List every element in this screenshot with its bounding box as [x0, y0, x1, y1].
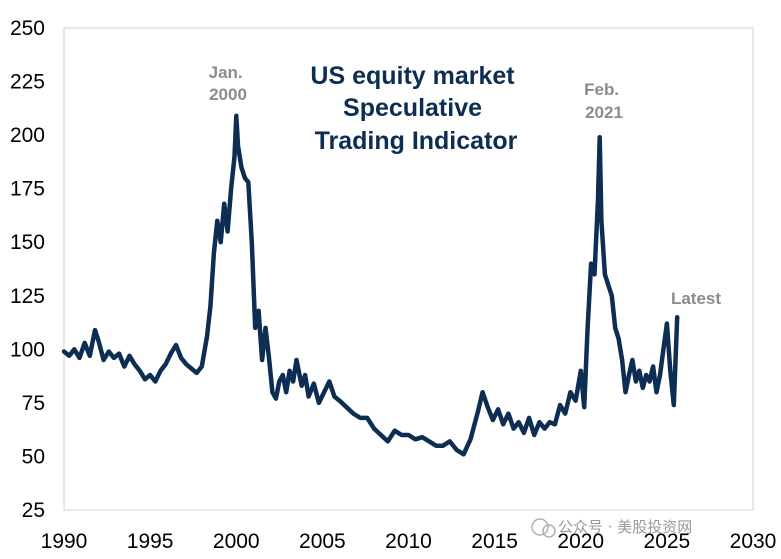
- y-tick-label: 175: [10, 178, 45, 201]
- x-tick-label: 2020: [557, 530, 604, 553]
- y-tick-label: 50: [22, 445, 45, 468]
- series-line: [61, 113, 680, 457]
- watermark: 公众号 · 美股投资网: [531, 518, 692, 538]
- y-tick-label: 100: [10, 338, 45, 361]
- wechat-icon-inner: [542, 524, 556, 538]
- x-tick-label: 2010: [385, 530, 432, 553]
- y-tick-label: 75: [22, 392, 45, 415]
- x-tick-label: 2005: [299, 530, 346, 553]
- chart-title: US equity market Speculative Trading Ind…: [310, 62, 521, 155]
- y-axis: 25 50 75 100 125 150 175 200 225 250: [10, 17, 45, 522]
- chart-title-line-1: US equity market: [310, 62, 515, 90]
- chart-title-line-3: Trading Indicator: [315, 127, 518, 155]
- annotation-feb-2021: Feb. 2021: [584, 80, 624, 122]
- wechat-icon: [531, 518, 549, 536]
- y-tick-label: 25: [22, 499, 45, 522]
- x-tick-label: 2015: [471, 530, 518, 553]
- x-tick-label: 1995: [127, 530, 174, 553]
- annotation-feb-2021-line-1: Feb.: [584, 80, 619, 99]
- annotation-jan-2000-line-1: Jan.: [209, 63, 243, 82]
- y-tick-label: 150: [10, 231, 45, 254]
- plot-frame: [63, 27, 754, 511]
- x-tick-label: 1990: [41, 530, 88, 553]
- x-tick-label: 2030: [730, 530, 777, 553]
- chart-title-line-2: Speculative: [343, 94, 482, 122]
- x-axis: 1990 1995 2000 2005 2010 2015 2020 2025 2030: [41, 530, 777, 553]
- annotation-latest-line-1: Latest: [671, 289, 721, 308]
- annotation-jan-2000-line-2: 2000: [209, 85, 247, 104]
- y-tick-label: 250: [10, 17, 45, 40]
- y-tick-label: 225: [10, 71, 45, 94]
- annotation-feb-2021-line-2: 2021: [585, 103, 623, 122]
- y-tick-label: 125: [10, 285, 45, 308]
- x-tick-label: 2025: [644, 530, 691, 553]
- y-tick-label: 200: [10, 124, 45, 147]
- watermark-text: 公众号 · 美股投资网: [558, 518, 692, 536]
- x-tick-label: 2000: [213, 530, 260, 553]
- annotation-jan-2000: Jan. 2000: [209, 63, 248, 104]
- annotation-latest: Latest: [671, 289, 721, 308]
